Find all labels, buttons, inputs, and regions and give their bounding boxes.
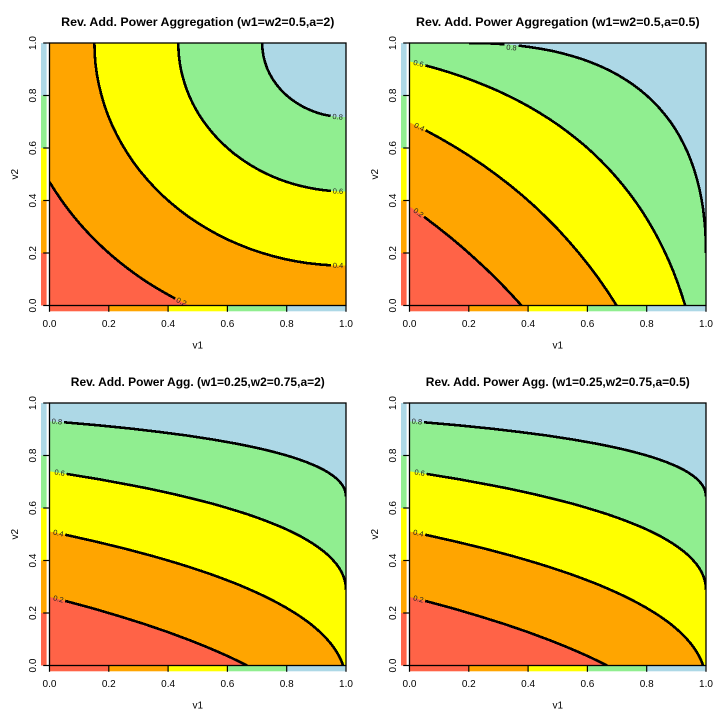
svg-text:0.4: 0.4 [28, 553, 39, 567]
svg-text:0.2: 0.2 [102, 679, 116, 690]
svg-text:0.6: 0.6 [333, 186, 344, 195]
svg-text:0.6: 0.6 [388, 501, 399, 515]
svg-text:1.0: 1.0 [339, 319, 353, 330]
svg-text:0.6: 0.6 [220, 319, 234, 330]
svg-text:Rev. Add. Power Agg. (w1=0.25,: Rev. Add. Power Agg. (w1=0.25,w2=0.75,a=… [71, 375, 325, 389]
svg-text:1.0: 1.0 [28, 36, 39, 50]
svg-text:0.6: 0.6 [28, 501, 39, 515]
svg-text:0.4: 0.4 [333, 261, 344, 270]
svg-text:0.2: 0.2 [388, 246, 399, 260]
svg-text:0.2: 0.2 [52, 593, 64, 604]
svg-text:0.2: 0.2 [462, 319, 476, 330]
svg-text:0.8: 0.8 [280, 319, 294, 330]
svg-text:v2: v2 [10, 528, 21, 539]
svg-text:0.4: 0.4 [413, 121, 426, 134]
svg-text:0.0: 0.0 [43, 319, 57, 330]
svg-text:1.0: 1.0 [699, 319, 713, 330]
svg-text:0.6: 0.6 [580, 319, 594, 330]
svg-text:0.4: 0.4 [412, 528, 424, 539]
svg-text:v2: v2 [370, 168, 381, 179]
svg-text:1.0: 1.0 [388, 396, 399, 410]
svg-text:v1: v1 [193, 701, 204, 712]
svg-text:0.8: 0.8 [388, 448, 399, 462]
svg-text:0.6: 0.6 [54, 467, 66, 477]
svg-text:0.6: 0.6 [388, 141, 399, 155]
svg-text:0.2: 0.2 [28, 246, 39, 260]
svg-text:0.2: 0.2 [412, 593, 424, 604]
svg-text:0.6: 0.6 [220, 679, 234, 690]
svg-text:0.2: 0.2 [388, 606, 399, 620]
svg-text:0.2: 0.2 [28, 606, 39, 620]
svg-text:v2: v2 [10, 168, 21, 179]
svg-text:0.4: 0.4 [521, 679, 535, 690]
svg-text:0.4: 0.4 [161, 679, 175, 690]
svg-text:v1: v1 [553, 341, 564, 352]
svg-text:0.0: 0.0 [403, 679, 417, 690]
svg-text:0.0: 0.0 [43, 679, 57, 690]
svg-text:0.6: 0.6 [28, 141, 39, 155]
svg-text:0.4: 0.4 [161, 319, 175, 330]
svg-text:1.0: 1.0 [339, 679, 353, 690]
svg-text:0.8: 0.8 [640, 319, 654, 330]
svg-text:0.0: 0.0 [403, 319, 417, 330]
svg-text:Rev. Add. Power Agg. (w1=0.25,: Rev. Add. Power Agg. (w1=0.25,w2=0.75,a=… [426, 375, 690, 389]
svg-text:v1: v1 [553, 701, 564, 712]
svg-text:0.0: 0.0 [388, 298, 399, 312]
svg-text:v2: v2 [370, 528, 381, 539]
svg-text:0.8: 0.8 [411, 417, 422, 427]
svg-text:0.2: 0.2 [102, 319, 116, 330]
svg-text:0.6: 0.6 [580, 679, 594, 690]
svg-text:0.4: 0.4 [52, 528, 64, 539]
svg-text:0.8: 0.8 [28, 88, 39, 102]
svg-text:0.4: 0.4 [388, 553, 399, 567]
svg-text:0.8: 0.8 [640, 679, 654, 690]
svg-text:v1: v1 [193, 341, 204, 352]
svg-text:0.8: 0.8 [280, 679, 294, 690]
svg-text:0.4: 0.4 [521, 319, 535, 330]
svg-text:0.8: 0.8 [332, 112, 343, 122]
svg-text:Rev. Add. Power Aggregation (w: Rev. Add. Power Aggregation (w1=w2=0.5,a… [61, 15, 334, 29]
svg-text:0.4: 0.4 [388, 193, 399, 207]
svg-text:1.0: 1.0 [28, 396, 39, 410]
svg-text:1.0: 1.0 [388, 36, 399, 50]
svg-text:0.6: 0.6 [414, 467, 426, 477]
svg-text:0.8: 0.8 [51, 417, 62, 427]
svg-text:0.0: 0.0 [388, 658, 399, 672]
svg-text:1.0: 1.0 [699, 679, 713, 690]
svg-text:0.2: 0.2 [462, 679, 476, 690]
svg-text:Rev. Add. Power Aggregation (w: Rev. Add. Power Aggregation (w1=w2=0.5,a… [416, 15, 700, 29]
svg-text:0.0: 0.0 [28, 658, 39, 672]
svg-text:0.2: 0.2 [175, 295, 188, 308]
svg-text:0.8: 0.8 [28, 448, 39, 462]
svg-text:0.6: 0.6 [412, 58, 424, 69]
svg-text:0.8: 0.8 [506, 43, 517, 53]
svg-text:0.8: 0.8 [388, 88, 399, 102]
svg-text:0.4: 0.4 [28, 193, 39, 207]
svg-text:0.0: 0.0 [28, 298, 39, 312]
